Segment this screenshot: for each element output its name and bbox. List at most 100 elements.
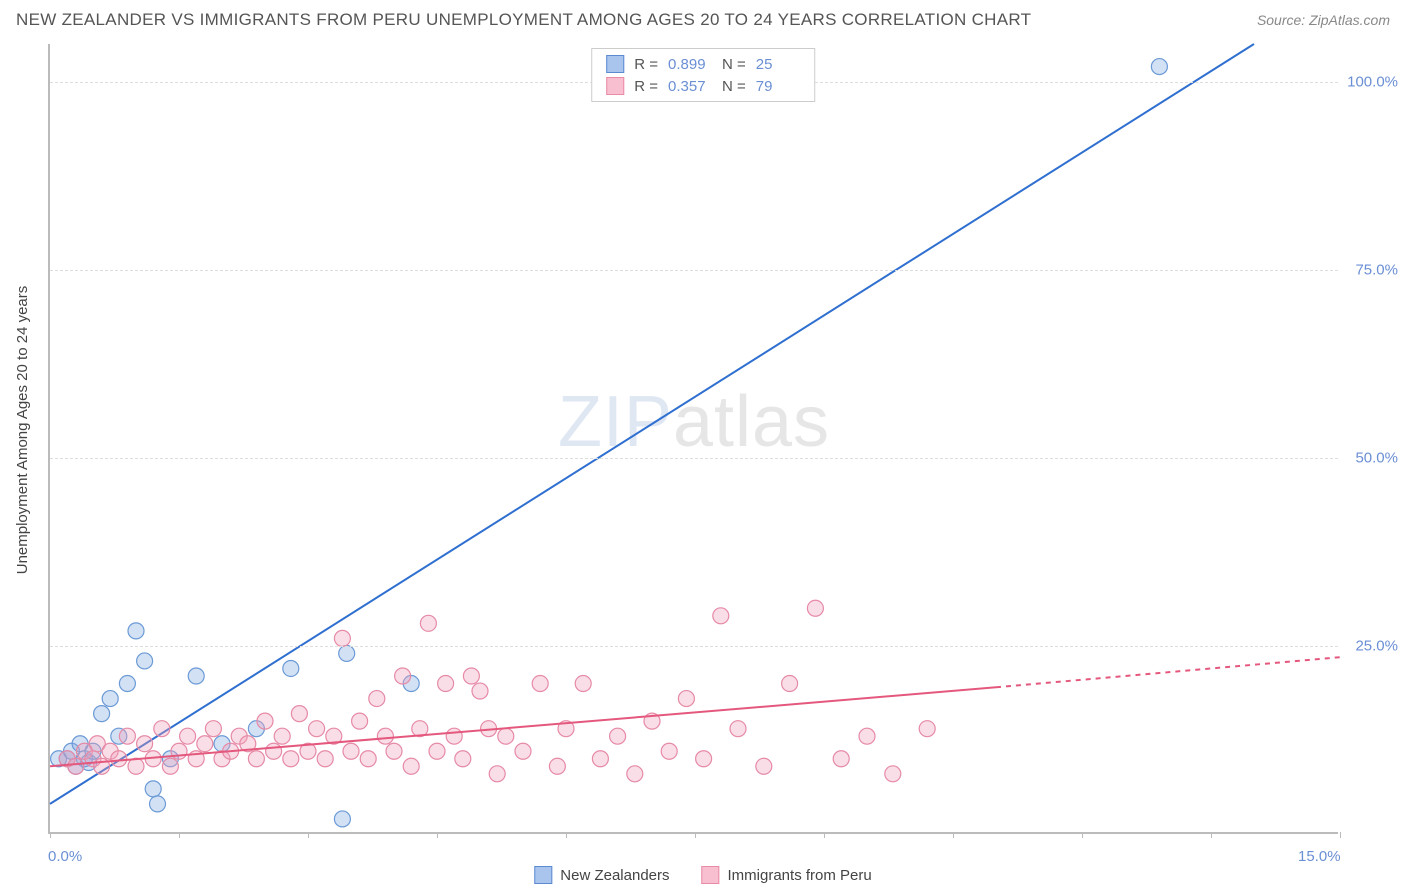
stat-n-value: 79 — [756, 78, 800, 95]
data-point — [532, 676, 548, 692]
data-point — [807, 600, 823, 616]
data-point — [696, 751, 712, 767]
data-point — [291, 706, 307, 722]
data-point — [154, 721, 170, 737]
data-point — [756, 758, 772, 774]
data-point — [68, 758, 84, 774]
data-point — [334, 630, 350, 646]
data-point — [610, 728, 626, 744]
data-point — [859, 728, 875, 744]
x-tick — [50, 832, 51, 838]
data-point — [180, 728, 196, 744]
stat-n-label: N = — [722, 56, 746, 73]
legend-swatch — [702, 866, 720, 884]
data-point — [489, 766, 505, 782]
legend-swatch — [606, 77, 624, 95]
data-point — [266, 743, 282, 759]
data-point — [257, 713, 273, 729]
legend-stats: R = 0.899 N = 25 R = 0.357 N = 79 — [591, 48, 815, 102]
data-point — [833, 751, 849, 767]
stat-r-value: 0.357 — [668, 78, 712, 95]
x-tick-label: 0.0% — [48, 848, 82, 865]
data-point — [343, 743, 359, 759]
x-tick — [953, 832, 954, 838]
data-point — [111, 751, 127, 767]
data-point — [248, 751, 264, 767]
y-tick-label: 100.0% — [1347, 73, 1398, 90]
data-point — [119, 676, 135, 692]
x-tick-label: 15.0% — [1298, 848, 1341, 865]
y-tick-label: 50.0% — [1355, 449, 1398, 466]
data-point — [429, 743, 445, 759]
source-label: Source: ZipAtlas.com — [1257, 12, 1390, 28]
data-point — [334, 811, 350, 827]
data-point — [627, 766, 643, 782]
data-point — [420, 615, 436, 631]
x-tick — [308, 832, 309, 838]
x-tick — [1340, 832, 1341, 838]
data-point — [274, 728, 290, 744]
data-point — [678, 691, 694, 707]
y-tick-label: 25.0% — [1355, 637, 1398, 654]
data-point — [283, 751, 299, 767]
data-point — [386, 743, 402, 759]
data-point — [463, 668, 479, 684]
data-point — [339, 645, 355, 661]
legend-series-item: Immigrants from Peru — [702, 866, 872, 884]
data-point — [377, 728, 393, 744]
data-point — [309, 721, 325, 737]
data-point — [403, 758, 419, 774]
plot-area: ZIPatlas 25.0%50.0%75.0%100.0% — [48, 44, 1338, 834]
x-tick — [1211, 832, 1212, 838]
data-point — [472, 683, 488, 699]
stat-r-value: 0.899 — [668, 56, 712, 73]
data-point — [128, 623, 144, 639]
x-tick — [824, 832, 825, 838]
data-point — [119, 728, 135, 744]
data-point — [137, 653, 153, 669]
data-point — [205, 721, 221, 737]
trend-line-dashed — [996, 657, 1340, 687]
data-point — [102, 691, 118, 707]
data-point — [197, 736, 213, 752]
data-point — [352, 713, 368, 729]
stat-n-label: N = — [722, 78, 746, 95]
legend-series: New Zealanders Immigrants from Peru — [534, 866, 871, 884]
x-tick — [437, 832, 438, 838]
data-point — [283, 660, 299, 676]
data-point — [919, 721, 935, 737]
legend-stat-row: R =0.899N =25 — [606, 53, 800, 75]
plot-svg — [50, 44, 1338, 832]
legend-series-label: Immigrants from Peru — [728, 867, 872, 884]
x-tick — [179, 832, 180, 838]
trend-line — [50, 44, 1254, 804]
data-point — [145, 781, 161, 797]
data-point — [575, 676, 591, 692]
data-point — [162, 758, 178, 774]
legend-stat-row: R = 0.357 N = 79 — [606, 75, 800, 97]
gridline — [50, 270, 1338, 271]
data-point — [94, 706, 110, 722]
y-axis-label: Unemployment Among Ages 20 to 24 years — [14, 286, 31, 575]
stat-n-value: 25 — [756, 56, 800, 73]
legend-series-item: New Zealanders — [534, 866, 669, 884]
data-point — [730, 721, 746, 737]
data-point — [515, 743, 531, 759]
data-point — [395, 668, 411, 684]
y-tick-label: 75.0% — [1355, 261, 1398, 278]
data-point — [360, 751, 376, 767]
legend-swatch — [534, 866, 552, 884]
data-point — [661, 743, 677, 759]
data-point — [128, 758, 144, 774]
gridline — [50, 458, 1338, 459]
data-point — [455, 751, 471, 767]
data-point — [592, 751, 608, 767]
chart-title: NEW ZEALANDER VS IMMIGRANTS FROM PERU UN… — [16, 10, 1031, 30]
data-point — [713, 608, 729, 624]
gridline — [50, 646, 1338, 647]
x-tick — [566, 832, 567, 838]
data-point — [1151, 59, 1167, 75]
stat-r-label: R = — [634, 78, 658, 95]
data-point — [150, 796, 166, 812]
data-point — [498, 728, 514, 744]
